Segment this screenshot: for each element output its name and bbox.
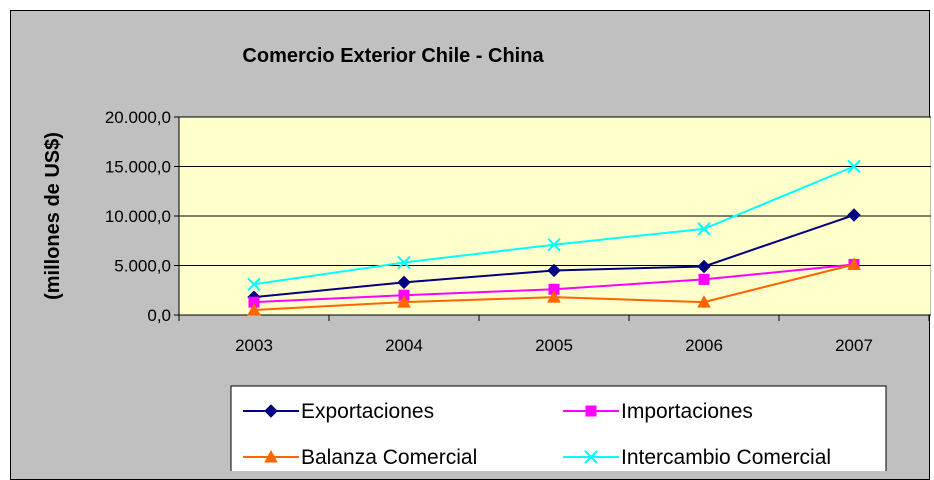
y-tick-label: 15.000,0	[105, 158, 171, 177]
y-tick-label: 10.000,0	[105, 207, 171, 226]
data-point	[697, 222, 711, 236]
y-tick-label: 20.000,0	[105, 108, 171, 127]
data-point	[547, 263, 561, 278]
legend-label: Exportaciones	[301, 400, 434, 423]
legend-label: Balanza Comercial	[301, 446, 477, 469]
data-point	[847, 159, 861, 174]
legend-label: Importaciones	[621, 400, 753, 423]
y-axis-ticks: 0,0 5.000,0 10.000,0 15.000,0 20.000,0	[105, 108, 180, 325]
legend-item: Exportaciones	[243, 400, 434, 423]
series-layer	[247, 159, 861, 316]
data-point	[247, 303, 261, 316]
data-point	[247, 277, 261, 292]
x-tick-label: 2003	[235, 336, 273, 355]
series-2	[247, 257, 861, 316]
x-tick-label: 2006	[685, 336, 723, 355]
chart-frame: Comercio Exterior Chile - China (millone…	[10, 10, 931, 480]
data-point	[547, 238, 561, 252]
legend-item: Balanza Comercial	[243, 446, 477, 469]
legend-marker	[264, 449, 278, 463]
series-0	[247, 208, 861, 304]
x-tick-label: 2004	[385, 336, 423, 355]
chart-title: Comercio Exterior Chile - China	[242, 45, 544, 67]
x-tick-label: 2005	[535, 336, 573, 355]
line-chart: Comercio Exterior Chile - China (millone…	[42, 45, 931, 471]
x-tick-label: 2007	[835, 336, 873, 355]
data-point	[697, 259, 711, 274]
y-axis-label: (millones de US$)	[42, 132, 64, 300]
legend-item: Importaciones	[563, 400, 753, 423]
data-point	[847, 257, 861, 271]
legend-items: Exportaciones Importaciones Balanza Comerc…	[243, 400, 831, 469]
legend	[230, 385, 887, 471]
data-point	[397, 275, 411, 290]
legend-marker	[585, 405, 597, 417]
data-point	[547, 290, 561, 303]
data-point	[397, 255, 411, 270]
data-point	[698, 273, 710, 285]
y-tick-label: 5.000,0	[114, 257, 171, 276]
x-axis-ticks: 2003 2004 2005 2006 2007	[178, 314, 931, 355]
y-tick-label: 0,0	[147, 306, 171, 325]
data-point	[697, 295, 711, 308]
legend-item: Intercambio Comercial	[563, 446, 831, 469]
series-3	[247, 159, 861, 292]
data-point	[847, 208, 861, 222]
legend-label: Intercambio Comercial	[621, 446, 831, 469]
data-point	[397, 295, 411, 308]
legend-marker	[584, 450, 598, 464]
legend-marker	[264, 404, 278, 418]
